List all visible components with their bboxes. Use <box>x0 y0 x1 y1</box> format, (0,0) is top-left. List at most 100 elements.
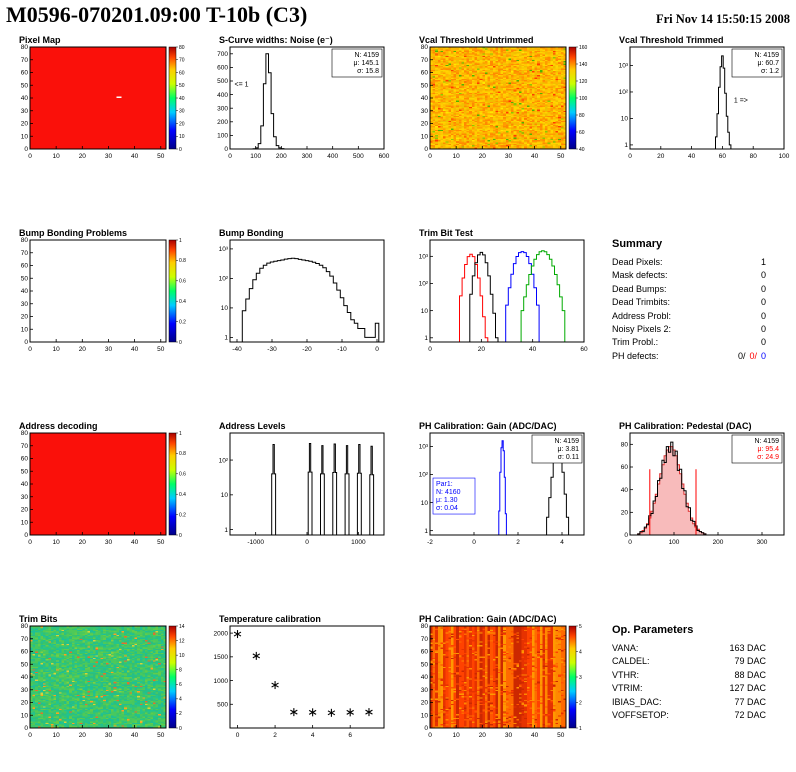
svg-text:100: 100 <box>579 96 588 102</box>
svg-text:μ: 1.30: μ: 1.30 <box>436 497 458 504</box>
svg-text:10: 10 <box>21 326 29 333</box>
summary-item-label: Mask defects: <box>612 270 668 281</box>
svg-text:20: 20 <box>179 121 185 127</box>
panel-address-levels: Address Levels -1000 0 1000 1 10 10² <box>204 419 403 604</box>
svg-text:30: 30 <box>421 108 429 115</box>
svg-text:20: 20 <box>21 121 29 128</box>
svg-text:50: 50 <box>157 346 165 353</box>
panel-trim-bits-map: Trim Bits 0 10 20 30 40 50 0 10 20 30 40 50 60 70 80 0 2 4… <box>4 612 203 772</box>
svg-text:N: 4159: N: 4159 <box>354 52 379 59</box>
svg-text:0: 0 <box>228 153 232 160</box>
panel-vcal-threshold-untrimmed: Vcal Threshold Untrimmed 0 10 20 30 40 50 0 10 20… <box>404 33 603 218</box>
svg-text:4: 4 <box>560 539 564 546</box>
summary-item-ph-defects: PH defects: 0/0/0 <box>612 350 766 363</box>
svg-text:4: 4 <box>579 649 582 655</box>
svg-text:0.4: 0.4 <box>179 492 186 498</box>
panel-ph-gain-hist: PH Calibration: Gain (ADC/DAC) -2 0 2 4 1 10 10… <box>404 419 603 604</box>
chart-title: Vcal Threshold Untrimmed <box>419 35 534 45</box>
colorbar: 0 0.2 0.4 0.6 0.8 1 <box>168 238 186 346</box>
svg-text:60: 60 <box>21 456 29 463</box>
svg-text:3: 3 <box>579 675 582 681</box>
svg-text:0.2: 0.2 <box>179 512 186 518</box>
chart-title: Bump Bonding Problems <box>19 228 127 238</box>
x-axis: 0 100 200 300 <box>628 532 768 546</box>
svg-text:20: 20 <box>21 700 29 707</box>
svg-text:20: 20 <box>421 700 429 707</box>
x-axis: -40 -30 -20 -10 0 <box>232 339 379 353</box>
svg-text:600: 600 <box>217 65 228 72</box>
summary-item: Mask defects: 0 <box>612 269 766 282</box>
op-parameter-label: VTHR: <box>612 669 639 680</box>
svg-text:-2: -2 <box>427 539 433 546</box>
svg-text:μ: 60.7: μ: 60.7 <box>757 60 779 67</box>
colorbar: 1 2 3 4 5 <box>568 624 582 732</box>
svg-text:0: 0 <box>472 539 476 546</box>
summary-item-value: 0 <box>760 310 766 321</box>
summary-item-value: 0 <box>760 337 766 348</box>
svg-text:10: 10 <box>421 500 429 507</box>
svg-text:80: 80 <box>421 623 429 630</box>
timestamp: Fri Nov 14 15:50:15 2008 <box>655 12 790 26</box>
svg-text:0: 0 <box>179 340 182 346</box>
svg-text:10³: 10³ <box>419 254 429 261</box>
svg-text:70: 70 <box>421 57 429 64</box>
chart-title: Address decoding <box>19 421 98 431</box>
svg-text:10²: 10² <box>219 276 229 283</box>
svg-text:0: 0 <box>24 532 28 539</box>
y-axis: 1 10 10² 10³ <box>219 246 233 342</box>
svg-text:160: 160 <box>579 45 588 51</box>
summary-item-label: Noisy Pixels 2: <box>612 324 672 335</box>
summary-item-value: 0 <box>760 324 766 335</box>
svg-text:20: 20 <box>79 153 87 160</box>
svg-text:0.2: 0.2 <box>179 319 186 325</box>
svg-text:100: 100 <box>217 133 228 140</box>
svg-text:70: 70 <box>179 58 185 64</box>
op-parameter-item: VTHR: 88 DAC <box>612 669 766 682</box>
svg-text:0: 0 <box>28 732 32 739</box>
svg-text:0.8: 0.8 <box>179 451 186 457</box>
svg-text:200: 200 <box>217 119 228 126</box>
svg-text:40: 40 <box>421 674 429 681</box>
summary-item-value: 0 <box>760 283 766 294</box>
svg-text:0: 0 <box>28 539 32 546</box>
svg-text:10: 10 <box>453 732 461 739</box>
svg-text:1: 1 <box>424 335 428 342</box>
summary-item: Dead Trimbits: 0 <box>612 296 766 309</box>
svg-text:40: 40 <box>688 153 696 160</box>
svg-text:80: 80 <box>179 45 185 51</box>
svg-text:300: 300 <box>217 105 228 112</box>
svg-text:1: 1 <box>179 431 182 437</box>
plot-svg: 0 10 20 30 40 50 0 10 20 30 40 50 60 70 80 0 2 4 6 8 10 12 14 <box>21 623 185 739</box>
svg-text:-1000: -1000 <box>247 539 264 546</box>
svg-text:10³: 10³ <box>419 444 429 451</box>
svg-text:σ: 0.04: σ: 0.04 <box>436 505 458 512</box>
svg-text:50: 50 <box>157 539 165 546</box>
panel-vcal-threshold-trimmed: Vcal Threshold Trimmed 0 20 40 60 80 100 1 10 10²… <box>604 33 796 218</box>
svg-text:10: 10 <box>53 346 61 353</box>
svg-text:4: 4 <box>179 697 182 703</box>
page-title: M0596-070201.09:00 T-10b (C3) <box>6 2 308 27</box>
svg-text:10²: 10² <box>619 89 629 96</box>
chart-title: Trim Bit Test <box>419 228 473 238</box>
svg-text:10: 10 <box>421 133 429 140</box>
svg-text:40: 40 <box>179 96 185 102</box>
svg-text:400: 400 <box>327 153 338 160</box>
svg-text:50: 50 <box>421 82 429 89</box>
svg-text:50: 50 <box>21 82 29 89</box>
series <box>459 250 566 342</box>
svg-text:20: 20 <box>621 510 629 517</box>
svg-text:0: 0 <box>628 539 632 546</box>
op-parameters-panel: Op. Parameters VANA: 163 DAC CALDEL: 79 … <box>604 612 796 772</box>
svg-text:30: 30 <box>105 732 113 739</box>
y-axis: 0 20 40 60 80 <box>621 442 633 539</box>
svg-text:40: 40 <box>621 487 629 494</box>
svg-text:2: 2 <box>579 700 582 706</box>
svg-text:20: 20 <box>421 121 429 128</box>
op-parameter-label: IBIAS_DAC: <box>612 696 662 707</box>
svg-text:1: 1 <box>624 142 628 149</box>
svg-text:σ: 0.11: σ: 0.11 <box>558 454 579 461</box>
chart-title: Bump Bonding <box>219 228 284 238</box>
svg-text:10²: 10² <box>219 457 229 464</box>
